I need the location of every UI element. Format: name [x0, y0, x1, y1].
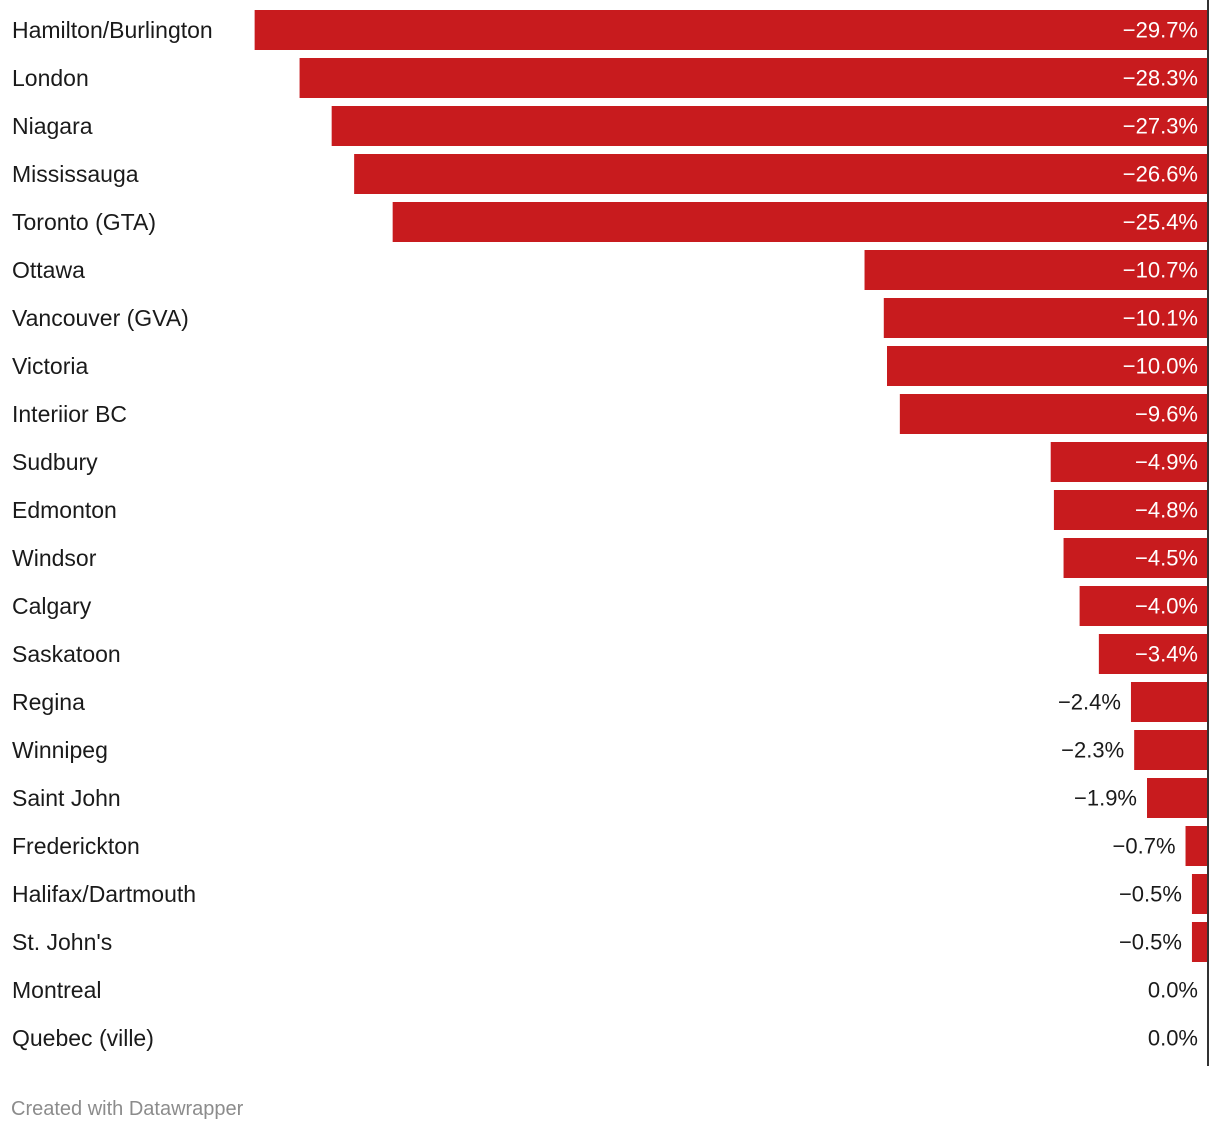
bar [887, 346, 1208, 386]
category-label: Windsor [12, 545, 97, 571]
bars-layer [254, 10, 1208, 962]
category-label: Montreal [12, 977, 101, 1003]
category-label: St. John's [12, 929, 112, 955]
category-label: Victoria [12, 353, 88, 379]
bar [331, 106, 1208, 146]
value-label: −1.9% [1074, 786, 1137, 811]
bar [392, 202, 1208, 242]
bar [1134, 730, 1208, 770]
value-label: −2.3% [1061, 738, 1124, 763]
bar [864, 250, 1208, 290]
value-label: −4.5% [1135, 546, 1198, 571]
category-label: Calgary [12, 593, 92, 619]
category-label: Toronto (GTA) [12, 209, 156, 235]
value-label: −4.9% [1135, 450, 1198, 475]
bar [1063, 538, 1208, 578]
value-label: −29.7% [1123, 18, 1198, 43]
category-label: London [12, 65, 89, 91]
bar [1079, 586, 1208, 626]
value-label: −0.5% [1119, 930, 1182, 955]
bar [1053, 490, 1208, 530]
category-label: Frederickton [12, 833, 140, 859]
datawrapper-credit: Created with Datawrapper [11, 1098, 244, 1120]
category-label: Vancouver (GVA) [12, 305, 189, 331]
bar [1098, 634, 1208, 674]
value-label: −25.4% [1123, 210, 1198, 235]
bar [1050, 442, 1208, 482]
bar [1147, 778, 1208, 818]
value-label: −10.1% [1123, 306, 1198, 331]
category-label: Regina [12, 689, 85, 715]
value-label: −0.7% [1113, 834, 1176, 859]
bar-chart: Hamilton/Burlington −29.7% London −28.3% Nia… [12, 0, 1209, 1066]
labels-layer: Hamilton/Burlington −29.7% London −28.3% Nia… [12, 17, 1198, 1051]
category-label: Mississauga [12, 161, 139, 187]
value-label: −2.4% [1058, 690, 1121, 715]
value-label: −0.5% [1119, 882, 1182, 907]
category-label: Quebec (ville) [12, 1025, 154, 1051]
bar [354, 154, 1208, 194]
value-label: −28.3% [1123, 66, 1198, 91]
value-label: −26.6% [1123, 162, 1198, 187]
category-label: Saint John [12, 785, 121, 811]
value-label: −10.0% [1123, 354, 1198, 379]
value-label: −4.8% [1135, 498, 1198, 523]
category-label: Niagara [12, 113, 93, 139]
value-label: 0.0% [1148, 978, 1198, 1003]
value-label: −10.7% [1123, 258, 1198, 283]
value-label: −3.4% [1135, 642, 1198, 667]
value-label: −4.0% [1135, 594, 1198, 619]
bar [883, 298, 1208, 338]
bar [254, 10, 1208, 50]
value-label: 0.0% [1148, 1026, 1198, 1051]
value-label: −27.3% [1123, 114, 1198, 139]
category-label: Interiior BC [12, 401, 127, 427]
bar [1191, 874, 1208, 914]
category-label: Ottawa [12, 257, 85, 283]
bar [1191, 922, 1208, 962]
category-label: Sudbury [12, 449, 98, 475]
category-label: Winnipeg [12, 737, 108, 763]
category-label: Edmonton [12, 497, 117, 523]
bar [299, 58, 1208, 98]
bar [1185, 826, 1208, 866]
category-label: Saskatoon [12, 641, 121, 667]
bar [1130, 682, 1208, 722]
category-label: Halifax/Dartmouth [12, 881, 196, 907]
value-label: −9.6% [1135, 402, 1198, 427]
category-label: Hamilton/Burlington [12, 17, 213, 43]
bar [899, 394, 1208, 434]
